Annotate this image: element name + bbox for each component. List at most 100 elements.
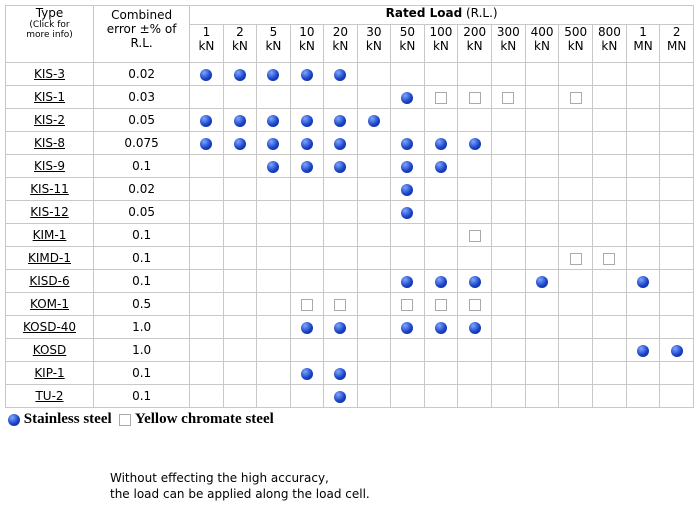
load-cell [490,246,526,270]
type-link[interactable]: KIM-1 [32,228,67,242]
load-cell [524,200,560,224]
load-cell [323,154,358,178]
error-cell: 0.1 [92,246,191,270]
load-cell [558,223,594,247]
load-cell [659,131,694,155]
type-link[interactable]: KIS-1 [34,90,65,104]
type-link[interactable]: KOSD [32,343,67,357]
table-row: KIMD-1 0.1 [5,246,694,270]
load-cell [390,131,425,155]
load-cell [222,177,258,201]
load-cell [423,108,459,132]
rated-title: Rated Load [385,6,463,20]
load-unit: kN [500,39,517,54]
load-cell [189,223,224,247]
load-unit: kN [534,39,550,54]
error-cell: 0.02 [92,177,191,201]
load-cell [356,154,392,178]
type-cell: KOSD [5,338,94,362]
load-cell [457,62,492,86]
load-number: 100 [429,25,453,40]
load-number: 50 [399,25,415,40]
column-row: 1 kN 2 kN 5 kN 10 kN 20 kN 30 kN 50 kN 100 kN 200 kN 300 kN… [6,24,694,63]
load-cell [423,177,459,201]
load-cell [625,384,661,408]
load-cell [189,315,224,339]
load-cell [524,292,560,316]
chromate-square [502,91,515,104]
load-cell [323,292,358,316]
load-cell [592,108,627,132]
load-cell [256,338,291,362]
type-link[interactable]: KIS-12 [30,205,69,219]
type-link[interactable]: KIS-8 [34,136,65,150]
load-unit: kN [231,39,248,54]
load-number: 10 [299,25,315,40]
table-row: KIS-8 0.075 [5,131,694,155]
load-cell [323,200,358,224]
type-cell: KIS-11 [5,177,94,201]
type-link[interactable]: KOM-1 [30,297,69,311]
type-cell: KIM-1 [5,223,94,247]
load-cell [625,292,661,316]
type-link[interactable]: KIS-9 [34,159,65,173]
load-cell-table: Type (Click for more info) Combined error… [5,4,694,408]
error-cell: 0.1 [92,154,191,178]
stainless-dot [334,367,347,380]
load-cell [423,154,459,178]
load-cell [490,62,526,86]
type-link[interactable]: KIS-2 [34,113,65,127]
load-cell [490,338,526,362]
load-cell [323,269,358,293]
load-cell [659,108,694,132]
stainless-dot [670,344,683,357]
load-cell [323,85,358,109]
load-cell [356,269,392,293]
type-link[interactable]: KOSD-40 [22,320,77,334]
load-cell [524,269,560,293]
load-cell [189,269,224,293]
load-cell [289,108,325,132]
load-cell [356,338,392,362]
load-number: 20 [332,25,349,40]
load-column-header: 2 kN [222,24,258,63]
load-cell [558,384,594,408]
stainless-dot [300,321,313,334]
load-number: 1 [639,25,647,40]
error-cell: 0.1 [92,384,191,408]
load-cell [390,246,425,270]
type-link[interactable]: KIS-3 [34,67,65,81]
load-cell [189,131,224,155]
table-row: KOSD-40 1.0 [5,315,694,339]
load-cell [289,131,325,155]
load-cell [490,108,526,132]
type-link[interactable]: KIS-11 [30,182,69,196]
load-cell [659,85,694,109]
load-cell [659,154,694,178]
type-link[interactable]: KISD-6 [29,274,70,288]
stainless-dot [334,68,347,81]
table-row: TU-2 0.1 [5,384,694,408]
load-cell [592,62,627,86]
stainless-dot [468,137,481,150]
load-cell [222,200,258,224]
stainless-dot [334,114,347,127]
load-cell [490,361,526,385]
stainless-dot [637,275,650,288]
load-cell [189,108,224,132]
table-row: KIS-2 0.05 [5,108,694,132]
load-cell [457,85,492,109]
type-link[interactable]: KIMD-1 [28,251,71,265]
load-cell [625,246,661,270]
type-link[interactable]: TU-2 [35,389,64,403]
load-column-header: 50 kN [390,24,425,63]
load-cell [558,177,594,201]
type-link[interactable]: KIP-1 [34,366,65,380]
load-column-header: 800 kN [592,24,627,63]
load-cell [625,85,661,109]
load-number: 2 [672,25,681,40]
error-cell: 0.05 [92,200,191,224]
load-column-header: 100 kN [423,24,459,63]
load-cell [323,246,358,270]
load-cell [659,384,694,408]
